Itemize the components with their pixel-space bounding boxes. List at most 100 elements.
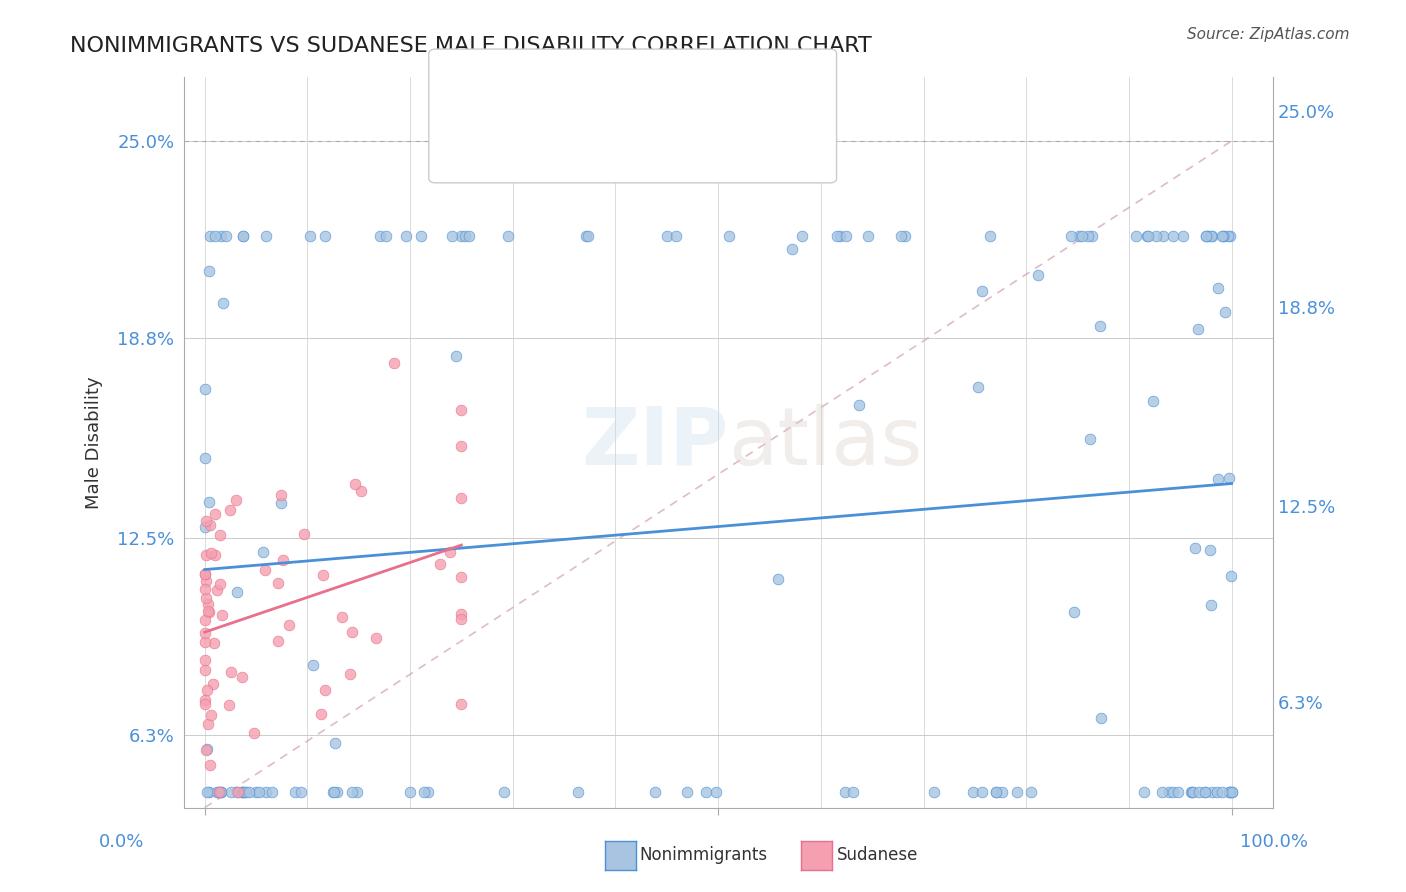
Point: [198, 785, 221, 799]
Point: [1199, 229, 1222, 244]
Point: [225, 492, 247, 507]
Point: [567, 785, 589, 799]
Point: [322, 785, 344, 799]
Point: [1201, 785, 1223, 799]
Point: [1201, 599, 1223, 613]
Point: [695, 785, 717, 799]
Point: [962, 785, 984, 799]
Point: [1152, 229, 1174, 244]
Point: [766, 572, 789, 586]
Point: [576, 229, 599, 244]
Point: [1197, 229, 1219, 244]
Text: N =: N =: [633, 142, 676, 161]
Point: [439, 545, 461, 559]
Point: [194, 653, 217, 667]
Point: [204, 229, 226, 244]
Point: [278, 617, 301, 632]
Point: [704, 785, 727, 799]
Point: [1212, 229, 1234, 244]
Point: [835, 229, 858, 244]
Point: [1219, 785, 1241, 799]
Point: [395, 229, 418, 244]
Point: [986, 785, 1008, 799]
Text: NONIMMIGRANTS VS SUDANESE MALE DISABILITY CORRELATION CHART: NONIMMIGRANTS VS SUDANESE MALE DISABILIT…: [70, 36, 872, 55]
Point: [218, 698, 240, 712]
Text: N =: N =: [633, 106, 676, 126]
Point: [312, 568, 335, 582]
Point: [219, 665, 242, 679]
Point: [1026, 268, 1049, 283]
Point: [894, 229, 917, 244]
Point: [204, 548, 226, 562]
Text: R =: R =: [492, 106, 534, 126]
Point: [450, 229, 472, 244]
Point: [202, 635, 225, 649]
Point: [202, 677, 225, 691]
Text: 100.0%: 100.0%: [1240, 833, 1308, 851]
Point: [1063, 605, 1085, 619]
Point: [842, 785, 865, 799]
Point: [245, 785, 267, 799]
Point: [197, 597, 219, 611]
Point: [413, 785, 436, 799]
Point: [197, 785, 219, 799]
Point: [1069, 229, 1091, 244]
Point: [655, 229, 678, 244]
Point: [1194, 785, 1216, 799]
Point: [325, 785, 347, 799]
Point: [1161, 785, 1184, 799]
Point: [254, 229, 277, 244]
Point: [444, 349, 467, 363]
Point: [226, 585, 249, 599]
Point: [1220, 568, 1243, 582]
Point: [986, 785, 1008, 799]
Point: [979, 229, 1001, 244]
Point: [194, 567, 217, 582]
Point: [1206, 785, 1229, 799]
Point: [344, 477, 367, 491]
Point: [1220, 785, 1243, 799]
Point: [194, 520, 217, 534]
Point: [450, 612, 472, 626]
Point: [1071, 229, 1094, 244]
Point: [922, 785, 945, 799]
Point: [197, 603, 219, 617]
Point: [211, 608, 233, 623]
Point: [211, 296, 233, 310]
Point: [830, 229, 852, 244]
Point: [209, 229, 232, 244]
Point: [284, 785, 307, 799]
Point: [1198, 542, 1220, 557]
Point: [219, 503, 242, 517]
Text: Nonimmigrants: Nonimmigrants: [640, 847, 768, 864]
Point: [1133, 785, 1156, 799]
Point: [194, 574, 217, 588]
Point: [194, 693, 217, 707]
Point: [970, 785, 993, 799]
Point: [1180, 785, 1202, 799]
Point: [231, 785, 253, 799]
Point: [440, 229, 463, 244]
Point: [207, 785, 229, 799]
Point: [450, 697, 472, 711]
Point: [1090, 319, 1112, 334]
Point: [1219, 785, 1241, 799]
Text: 150: 150: [679, 106, 720, 126]
Point: [267, 576, 290, 591]
Point: [194, 567, 217, 582]
Point: [200, 546, 222, 560]
Point: [790, 229, 813, 244]
Point: [1211, 785, 1233, 799]
Point: [1220, 785, 1243, 799]
Y-axis label: Male Disability: Male Disability: [86, 376, 103, 508]
Point: [1157, 785, 1180, 799]
Point: [198, 605, 221, 619]
Point: [1181, 785, 1204, 799]
Point: [1125, 229, 1147, 244]
Point: [232, 785, 254, 799]
Point: [1216, 229, 1239, 244]
Point: [1206, 281, 1229, 295]
Point: [194, 663, 217, 677]
Point: [249, 785, 271, 799]
Point: [1167, 785, 1189, 799]
